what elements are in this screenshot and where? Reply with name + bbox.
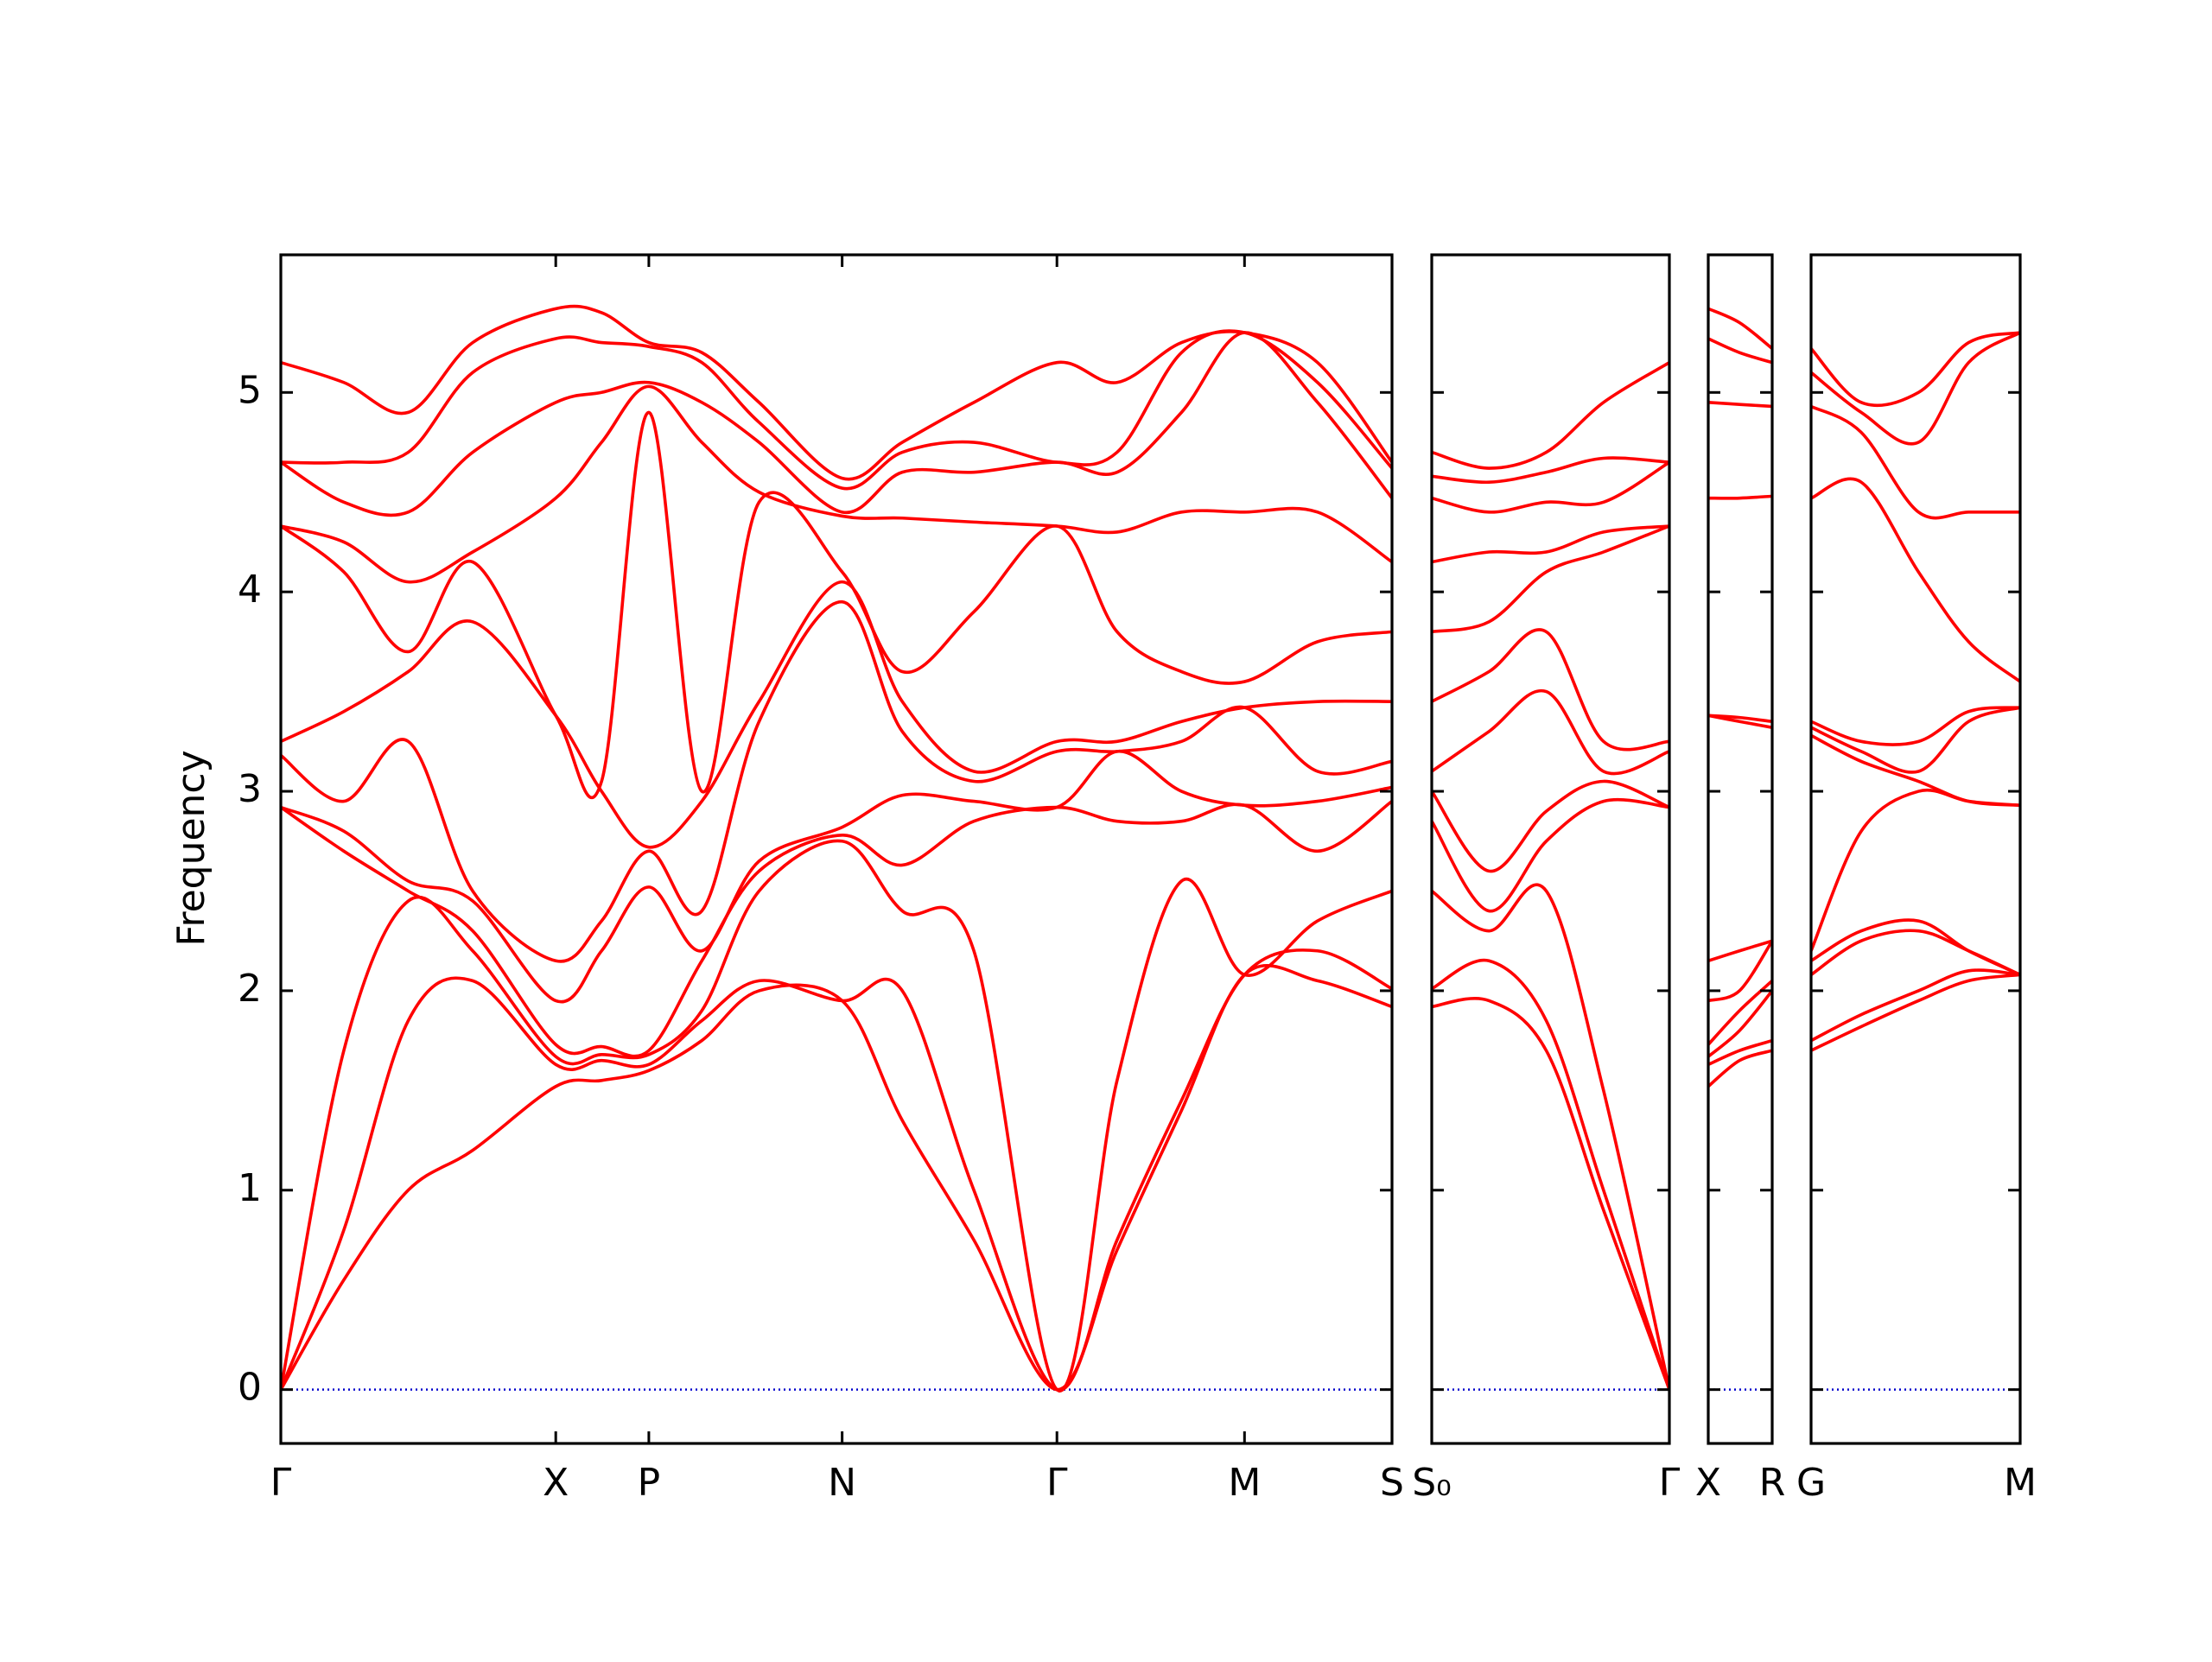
band-line (1708, 939, 1772, 963)
band-line (1811, 789, 2020, 952)
band-line (1432, 996, 1669, 1391)
band-line (1708, 989, 1772, 1058)
band-line (1432, 688, 1669, 776)
band-line (1432, 797, 1669, 913)
band-line (1708, 940, 1772, 1003)
band-line (1811, 973, 2020, 1052)
band-line (1708, 980, 1772, 1046)
x-tick-label: X (543, 1461, 569, 1505)
band-line (1432, 883, 1669, 1391)
band-line (1432, 361, 1669, 470)
x-tick-label: R (1759, 1461, 1786, 1505)
band-line (1432, 628, 1669, 752)
band-line (1432, 958, 1669, 1391)
x-tick-label: N (828, 1461, 856, 1505)
band-line (1432, 779, 1669, 873)
band-line (1432, 456, 1669, 484)
x-tick-label: Γ (1046, 1461, 1068, 1505)
band-line (281, 384, 1392, 584)
band-line (281, 410, 1392, 799)
x-tick-label: Γ (1659, 1461, 1681, 1505)
y-tick-label: 1 (238, 1166, 262, 1210)
x-tick-label: S₀ (1412, 1461, 1452, 1505)
band-line (1432, 524, 1669, 564)
x-tick-label: M (2004, 1461, 2037, 1505)
y-tick-label: 5 (238, 368, 262, 412)
band-line (1708, 1038, 1772, 1066)
y-tick-label: 4 (238, 568, 262, 612)
band-line (1811, 733, 2020, 808)
band-line (1811, 968, 2020, 1043)
band-line (281, 329, 1392, 491)
panel-frame (1707, 253, 1774, 1445)
y-axis-label: Frequency (169, 750, 213, 946)
band-line (1811, 477, 2020, 683)
band-line (1811, 706, 2020, 774)
band-line (1811, 929, 2020, 977)
band-line (1432, 460, 1669, 514)
band-line (1708, 1049, 1772, 1088)
band-line (281, 839, 1392, 1392)
band-line (281, 964, 1392, 1392)
band-line (1811, 331, 2020, 407)
band-line (1811, 706, 2020, 746)
x-tick-label: Γ (270, 1461, 292, 1505)
band-line (1432, 524, 1669, 634)
band-line (281, 800, 1392, 1058)
band-line (1708, 307, 1772, 350)
panel-frame (279, 253, 1394, 1445)
y-tick-label: 0 (238, 1366, 262, 1410)
panel-frame (1809, 253, 2022, 1445)
band-line (281, 331, 1392, 517)
band-line (281, 580, 1392, 849)
band-line (1708, 401, 1772, 409)
x-tick-label: G (1796, 1461, 1826, 1505)
band-line (281, 750, 1392, 1004)
y-tick-label: 2 (238, 967, 262, 1011)
band-line (1708, 337, 1772, 365)
band-line (1811, 331, 2020, 446)
band-line (281, 599, 1392, 963)
band-line (1811, 404, 2020, 520)
x-tick-label: S (1380, 1461, 1404, 1505)
x-tick-label: P (638, 1461, 661, 1505)
x-tick-label: M (1228, 1461, 1261, 1505)
panel-frame (1430, 253, 1671, 1445)
y-tick-label: 3 (238, 767, 262, 811)
band-line (281, 304, 1392, 481)
band-line (1708, 714, 1772, 724)
band-line (281, 948, 1392, 1392)
band-line (1811, 918, 2020, 977)
band-line (1708, 494, 1772, 500)
x-tick-label: X (1695, 1461, 1721, 1505)
